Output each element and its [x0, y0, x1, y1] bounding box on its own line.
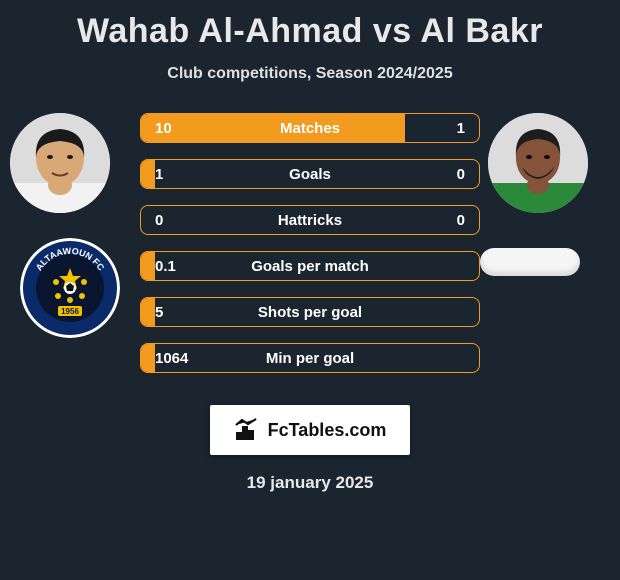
page-title: Wahab Al-Ahmad vs Al Bakr — [0, 0, 620, 51]
stat-value-right: 0 — [457, 166, 465, 183]
date-label: 19 january 2025 — [0, 473, 620, 493]
stat-row: 10Matches1 — [140, 113, 480, 143]
player-right-avatar — [488, 113, 588, 213]
source-label: FcTables.com — [268, 420, 387, 441]
stat-label: Hattricks — [141, 212, 479, 229]
chart-icon — [234, 417, 260, 443]
stat-label: Matches — [141, 120, 479, 137]
stat-label: Goals per match — [141, 258, 479, 275]
source-badge: FcTables.com — [210, 405, 410, 455]
stat-row: 0Hattricks0 — [140, 205, 480, 235]
stat-row: 1Goals0 — [140, 159, 480, 189]
stat-value-right: 1 — [457, 120, 465, 137]
club-left-year: 1956 — [61, 307, 79, 316]
player-left-avatar — [10, 113, 110, 213]
club-crest-icon: ALTAAWOUN FC 1956 — [20, 238, 120, 338]
subtitle: Club competitions, Season 2024/2025 — [0, 65, 620, 83]
stat-row: 0.1Goals per match — [140, 251, 480, 281]
stat-label: Goals — [141, 166, 479, 183]
person-icon — [488, 113, 588, 213]
stat-row: 5Shots per goal — [140, 297, 480, 327]
club-right-badge — [480, 248, 580, 276]
stat-value-right: 0 — [457, 212, 465, 229]
stat-label: Shots per goal — [141, 304, 479, 321]
person-icon — [10, 113, 110, 213]
stat-row: 1064Min per goal — [140, 343, 480, 373]
comparison-panel: ALTAAWOUN FC 1956 10Matches11Goals00Hatt… — [0, 113, 620, 393]
club-left-badge: ALTAAWOUN FC 1956 — [20, 238, 120, 338]
stat-label: Min per goal — [141, 350, 479, 367]
stats-list: 10Matches11Goals00Hattricks00.1Goals per… — [140, 113, 480, 389]
